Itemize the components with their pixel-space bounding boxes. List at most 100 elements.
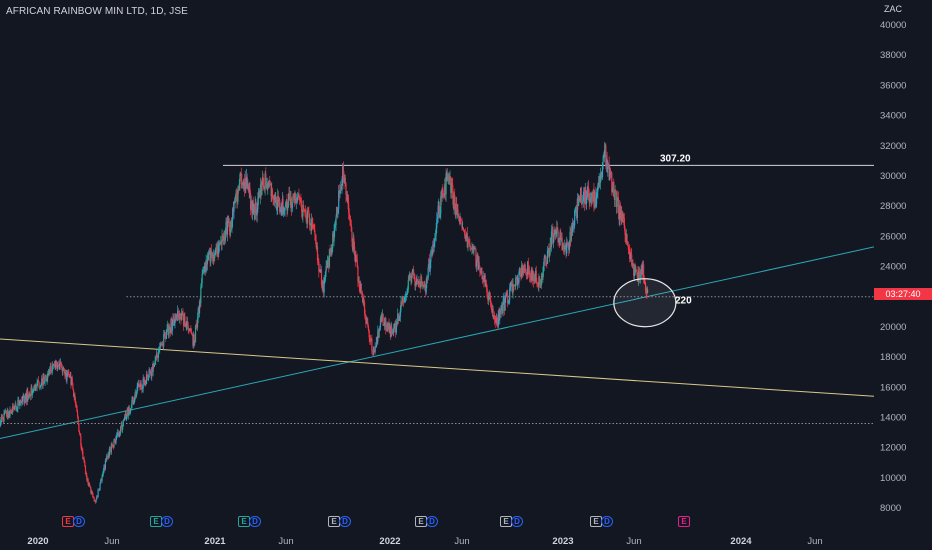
- candle: [433, 238, 435, 252]
- candle-body: [580, 187, 582, 198]
- candle-body: [600, 173, 602, 175]
- candle: [635, 269, 637, 271]
- candle: [273, 194, 276, 207]
- x-axis[interactable]: 2020 Jun 2021 Jun 2022 Jun 2023 Jun 2024 Jun: [27, 536, 822, 547]
- highlight-circle[interactable]: [613, 278, 677, 328]
- candle-body: [32, 390, 34, 392]
- candle: [352, 232, 354, 254]
- annotation-label[interactable]: 307.20: [660, 153, 691, 164]
- candle: [483, 276, 485, 288]
- candle-body: [201, 273, 203, 284]
- candle: [98, 488, 101, 491]
- candle: [464, 229, 466, 239]
- candle-body: [579, 197, 581, 201]
- candle: [628, 245, 630, 254]
- candle-body: [355, 255, 357, 262]
- dividend-marker[interactable]: D: [161, 516, 173, 527]
- annotation-label[interactable]: 220: [675, 296, 692, 307]
- candle-body: [497, 321, 499, 326]
- candle-body: [393, 328, 395, 333]
- trendline-long-falling[interactable]: [0, 338, 875, 397]
- candle: [265, 167, 267, 188]
- candle: [355, 250, 357, 263]
- candle-body: [381, 314, 384, 315]
- candle: [393, 323, 395, 337]
- symbol-title[interactable]: AFRICAN RAINBOW MIN LTD, 1D, JSE: [6, 6, 188, 17]
- candle: [377, 325, 379, 345]
- y-axis[interactable]: ZAC8000100001200014000160001800020000220…: [880, 4, 906, 514]
- candle-body: [527, 261, 529, 273]
- candle-body: [622, 213, 624, 218]
- candle: [293, 193, 295, 200]
- candle-body: [427, 267, 429, 278]
- candle-body: [408, 279, 410, 281]
- candle: [102, 468, 105, 477]
- candle-body: [625, 235, 627, 242]
- candle-body: [472, 246, 474, 252]
- candle: [452, 177, 454, 206]
- candle: [163, 329, 165, 350]
- candle-body: [165, 336, 167, 340]
- candle: [593, 189, 596, 210]
- candle: [196, 312, 199, 332]
- candle: [440, 189, 443, 206]
- candle-body: [274, 194, 276, 202]
- candle: [45, 375, 47, 382]
- candle: [572, 220, 574, 230]
- trendline-rising-support[interactable]: [0, 246, 875, 440]
- dividend-marker[interactable]: D: [249, 516, 261, 527]
- candle-body: [485, 283, 487, 287]
- candle-body: [78, 423, 80, 432]
- candle: [626, 233, 628, 245]
- candle: [448, 172, 451, 185]
- candle-body: [450, 177, 452, 193]
- candle-body: [373, 349, 376, 352]
- dividend-marker[interactable]: D: [601, 516, 613, 527]
- candle: [359, 280, 362, 294]
- candle: [121, 421, 123, 432]
- candle: [551, 226, 553, 237]
- candle: [322, 277, 325, 297]
- candle-body: [318, 261, 320, 272]
- candle-body: [509, 285, 511, 288]
- dividend-marker[interactable]: D: [426, 516, 438, 527]
- candle: [142, 374, 144, 393]
- candle: [112, 444, 114, 450]
- candle-body: [391, 331, 394, 334]
- candle-body: [118, 432, 120, 437]
- candle-body: [369, 337, 371, 340]
- candle: [294, 190, 296, 204]
- candle-body: [21, 401, 23, 403]
- earnings-marker[interactable]: E: [678, 516, 690, 527]
- candle: [538, 273, 540, 293]
- candle-body: [477, 254, 479, 270]
- candle-body: [540, 273, 543, 285]
- dividend-marker[interactable]: D: [511, 516, 523, 527]
- dividend-marker[interactable]: D: [73, 516, 85, 527]
- candle-body: [131, 400, 133, 408]
- dividend-marker[interactable]: D: [339, 516, 351, 527]
- candle: [152, 360, 154, 377]
- candle-body: [304, 211, 307, 213]
- candle-body: [209, 250, 211, 263]
- candle-body: [393, 327, 395, 329]
- candle: [555, 229, 557, 239]
- candle-body: [159, 343, 162, 347]
- candle: [245, 177, 247, 194]
- candle-body: [471, 248, 473, 250]
- candle: [605, 155, 608, 172]
- candle-body: [529, 271, 531, 276]
- candle-body: [615, 190, 617, 192]
- candle: [491, 304, 494, 317]
- candle: [525, 264, 527, 276]
- candle: [424, 284, 427, 297]
- candle-body: [550, 231, 553, 248]
- candle: [80, 443, 83, 451]
- candle: [318, 258, 320, 278]
- candle: [13, 405, 16, 411]
- candle-body: [89, 485, 91, 488]
- candle-body: [380, 318, 382, 322]
- candle-body: [507, 301, 509, 304]
- candle: [444, 178, 446, 198]
